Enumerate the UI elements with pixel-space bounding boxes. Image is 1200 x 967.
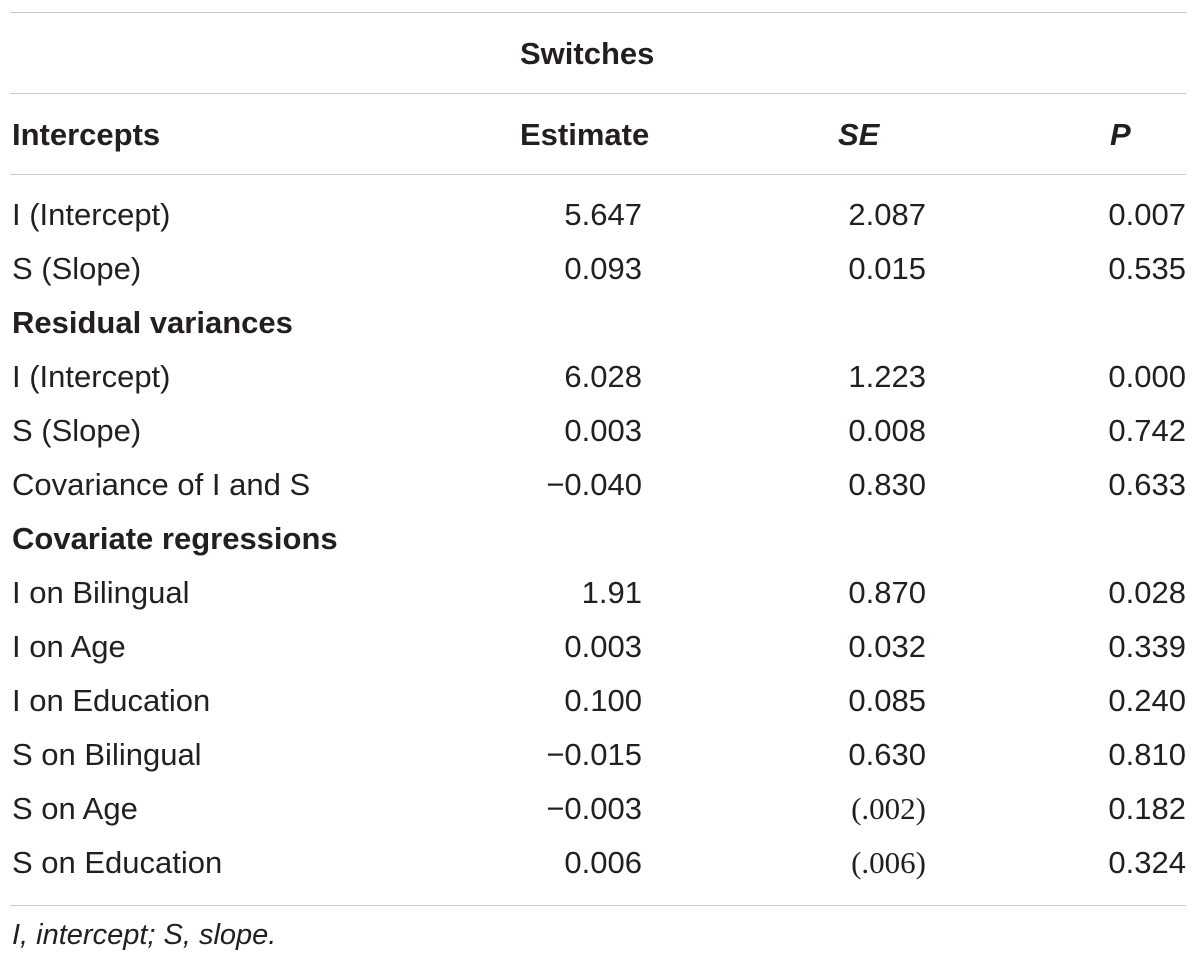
p-value-cell: 0.742: [1108, 413, 1186, 448]
row-label: Covariance of I and S: [12, 467, 311, 502]
se-cell: 1.223: [848, 359, 926, 394]
row-label: S on Age: [12, 791, 138, 826]
estimate-cell: 0.006: [564, 845, 642, 880]
estimate-cell: 0.003: [564, 629, 642, 664]
p-value-cell: 0.810: [1108, 737, 1186, 772]
se-cell: (.002): [851, 791, 926, 826]
row-label: S on Bilingual: [12, 737, 202, 772]
estimate-cell: 0.003: [564, 413, 642, 448]
column-header-estimate: Estimate: [520, 117, 650, 152]
column-header-p: P: [1110, 117, 1131, 152]
p-value-cell: 0.633: [1108, 467, 1186, 502]
se-cell: 0.032: [848, 629, 926, 664]
row-label: I (Intercept): [12, 359, 171, 394]
estimate-cell: 0.093: [564, 251, 642, 286]
table-top-rule: [10, 12, 1186, 13]
row-label: S on Education: [12, 845, 223, 880]
column-header-intercepts: Intercepts: [12, 117, 161, 152]
table-bottom-rule: [10, 905, 1186, 906]
se-cell: 0.008: [848, 413, 926, 448]
estimate-cell: 1.91: [581, 575, 642, 610]
se-cell: (.006): [851, 845, 926, 880]
se-cell: 0.085: [848, 683, 926, 718]
estimate-cell: −0.003: [546, 791, 642, 826]
row-label: I on Age: [12, 629, 126, 664]
se-cell: 0.630: [848, 737, 926, 772]
row-label: S (Slope): [12, 413, 142, 448]
se-cell: 2.087: [848, 197, 926, 232]
estimate-cell: 0.100: [564, 683, 642, 718]
row-label: I on Bilingual: [12, 575, 190, 610]
se-cell: 0.015: [848, 251, 926, 286]
estimate-cell: 5.647: [564, 197, 642, 232]
section-label: Residual variances: [12, 305, 293, 340]
row-label: I (Intercept): [12, 197, 171, 232]
group-header-switches: Switches: [520, 36, 655, 71]
p-value-cell: 0.535: [1108, 251, 1186, 286]
p-value-cell: 0.324: [1108, 845, 1186, 880]
p-value-cell: 0.028: [1108, 575, 1186, 610]
row-label: I on Education: [12, 683, 211, 718]
column-header-se: SE: [838, 117, 880, 152]
estimate-cell: 6.028: [564, 359, 642, 394]
section-label: Covariate regressions: [12, 521, 338, 556]
estimate-cell: −0.040: [546, 467, 642, 502]
se-cell: 0.870: [848, 575, 926, 610]
p-value-cell: 0.339: [1108, 629, 1186, 664]
p-value-cell: 0.007: [1108, 197, 1186, 232]
table-footnote: I, intercept; S, slope.: [12, 919, 277, 951]
se-cell: 0.830: [848, 467, 926, 502]
estimate-cell: −0.015: [546, 737, 642, 772]
p-value-cell: 0.000: [1108, 359, 1186, 394]
column-header-rule: [10, 174, 1186, 175]
group-header-rule: [10, 93, 1186, 94]
p-value-cell: 0.182: [1108, 791, 1186, 826]
row-label: S (Slope): [12, 251, 142, 286]
p-value-cell: 0.240: [1108, 683, 1186, 718]
